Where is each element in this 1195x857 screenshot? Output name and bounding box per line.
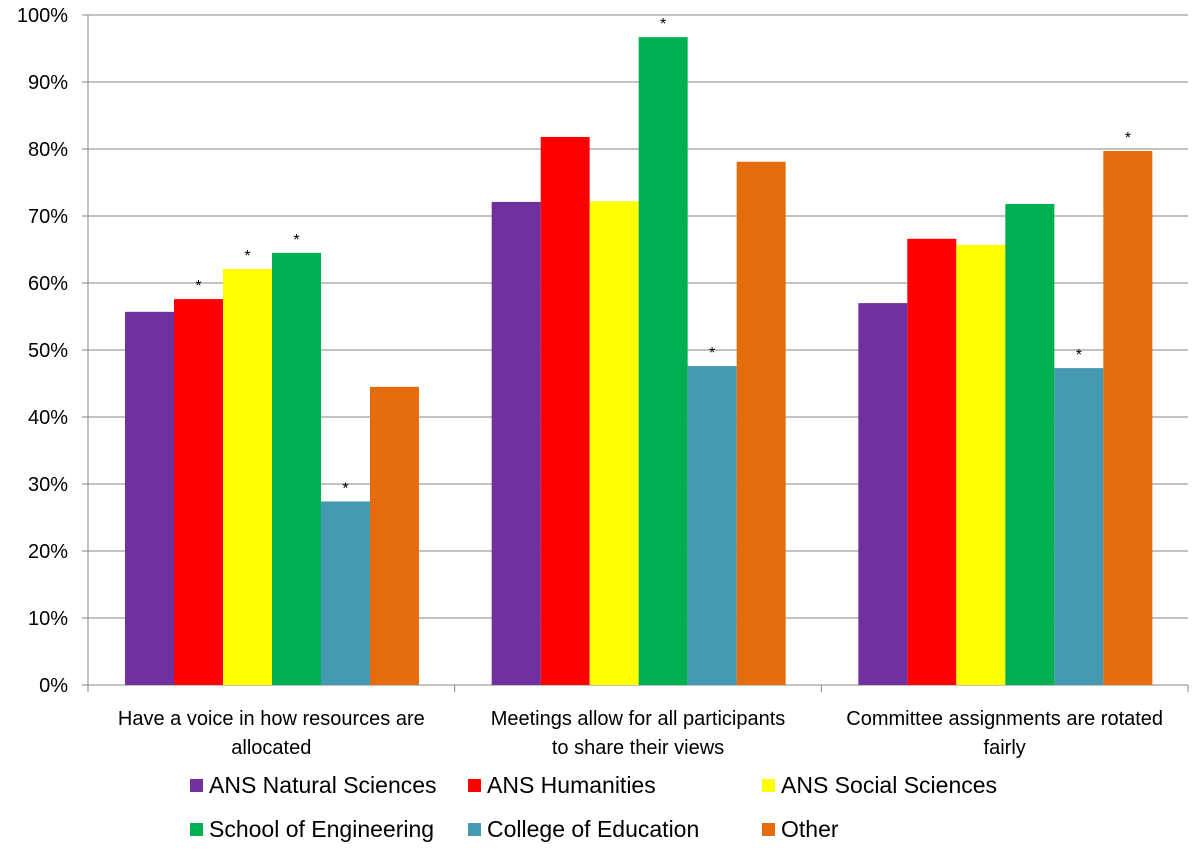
legend-row: ANS Natural Sciences ANS Humanities ANS So… [190, 772, 1005, 799]
legend-item: College of Education [468, 816, 754, 843]
legend-item: Other [762, 816, 839, 843]
legend-swatch [468, 779, 481, 792]
bar [736, 161, 786, 686]
legend-swatch [190, 779, 203, 792]
legend-item: ANS Social Sciences [762, 772, 997, 799]
bar [125, 311, 174, 685]
bar [858, 303, 908, 685]
x-category-label: Committee assignments are rotated [846, 708, 1163, 730]
legend-swatch [762, 779, 775, 792]
x-category-label: allocated [231, 737, 311, 759]
y-tick-label: 60% [28, 273, 68, 295]
legend-label: ANS Social Sciences [781, 772, 998, 798]
bar [687, 366, 737, 685]
legend-swatch [762, 823, 775, 836]
bar [907, 238, 957, 685]
significance-marker: * [342, 480, 348, 497]
y-tick-label: 10% [28, 608, 68, 630]
bar [1054, 368, 1104, 685]
legend-label: ANS Natural Sciences [209, 772, 437, 798]
significance-marker: * [660, 16, 666, 33]
bar [589, 201, 639, 685]
significance-marker: * [244, 248, 250, 265]
legend-label: ANS Humanities [487, 772, 656, 798]
x-category-label: to share their views [552, 737, 724, 759]
legend-label: School of Engineering [209, 816, 435, 842]
x-category-label: Meetings allow for all participants [491, 708, 786, 730]
bar [370, 386, 419, 685]
legend-swatch [468, 823, 481, 836]
bar [321, 501, 370, 685]
bar [272, 252, 321, 685]
y-tick-label: 0% [39, 675, 68, 697]
bar [956, 244, 1006, 685]
bar [1103, 151, 1153, 685]
bar [638, 37, 688, 686]
bar [223, 268, 272, 685]
x-category-label: Have a voice in how resources are [118, 708, 425, 730]
legend-item: ANS Humanities [468, 772, 754, 799]
significance-marker: * [195, 278, 201, 295]
legend-item: ANS Natural Sciences [190, 772, 460, 799]
significance-marker: * [293, 232, 299, 249]
significance-marker: * [1076, 347, 1082, 364]
y-tick-label: 50% [28, 340, 68, 362]
legend-item: School of Engineering [190, 816, 460, 843]
bar [491, 201, 541, 685]
y-tick-label: 90% [28, 72, 68, 94]
bar-chart: 0% 10% 20% 30% 40% 50% 60% 70% 80% 90% 100% * * * * Hav… [17, 5, 1189, 759]
x-category-label: fairly [984, 737, 1026, 759]
y-tick-label: 80% [28, 139, 68, 161]
bar [540, 136, 590, 685]
y-tick-label: 20% [28, 541, 68, 563]
legend-row: School of Engineering College of Educatio… [190, 816, 847, 843]
y-tick-label: 70% [28, 206, 68, 228]
legend-swatch [190, 823, 203, 836]
bar [174, 299, 223, 685]
y-tick-label: 100% [17, 5, 68, 27]
y-tick-label: 40% [28, 407, 68, 429]
legend-label: Other [781, 816, 839, 842]
legend-label: College of Education [487, 816, 700, 842]
bar [1005, 203, 1055, 685]
y-tick-label: 30% [28, 474, 68, 496]
significance-marker: * [709, 345, 715, 362]
significance-marker: * [1125, 130, 1131, 147]
